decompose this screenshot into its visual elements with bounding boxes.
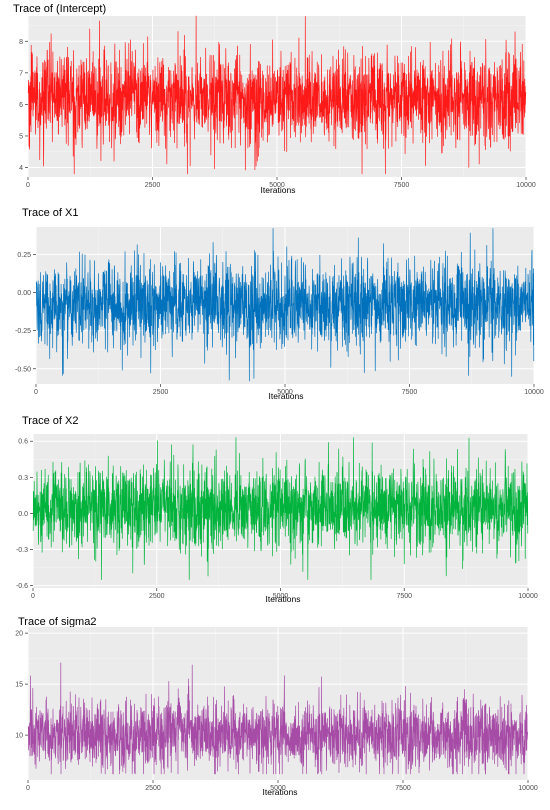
trace-panel-x1: Trace of X1 -0.50 -0.25 0.00 0.25 0 2500 5000 7… [0,202,550,410]
x-tick-label: 0 [26,785,30,792]
trace-series-line [35,228,535,382]
y-tick-label: -0.3 [16,547,28,554]
x-tick-label: 7500 [395,785,411,792]
x-tick-label: 0 [26,182,30,189]
x-tick-label: 2500 [145,182,161,189]
chart-title: Trace of sigma2 [18,616,97,628]
x-tick-label: 2500 [145,785,161,792]
x-axis-title: Iterations [261,185,296,195]
trace-plot-x1: -0.50 -0.25 0.00 0.25 0 2500 5000 7500 10000 Iter… [15,227,544,401]
trace-panel-x2: Trace of X2 -0.6 -0.3 0.0 0.3 0.6 0 2500 5000 75… [0,410,550,612]
y-tick-label: 0.6 [18,439,28,446]
x-tick-label: 0 [31,593,35,600]
chart-title: Trace of (Intercept) [13,3,107,15]
y-tick-label: 15 [15,682,23,689]
trace-plot-x2: -0.6 -0.3 0.0 0.3 0.6 0 2500 5000 7500 10000 Itera… [16,434,538,604]
trace-series-line [27,662,529,775]
x-tick-label: 5000 [269,182,285,189]
trace-series-line [27,15,527,175]
x-tick-label: 7500 [402,389,418,396]
y-tick-label: -0.50 [15,366,31,373]
x-tick-label: 7500 [396,593,412,600]
chart-title: Trace of X2 [22,415,79,427]
x-tick-label: 5000 [277,389,293,396]
x-tick-label: 2500 [149,593,165,600]
y-tick-label: -0.6 [16,583,28,590]
y-tick-label: 20 [15,631,23,638]
x-tick-label: 0 [34,389,38,396]
y-tick-label: 7 [19,70,23,77]
x-tick-label: 2500 [153,389,169,396]
y-tick-label: 8 [19,39,23,46]
y-tick-label: 0.0 [18,511,28,518]
x-axis-title: Iterations [269,391,304,401]
trace-panel-intercept: Trace of (Intercept) 4 5 6 7 8 0 2500 5000 7500 1… [0,0,550,202]
x-tick-label: 10000 [518,785,538,792]
x-axis-title: Iterations [263,787,298,797]
x-tick-label: 10000 [524,389,544,396]
y-tick-label: 0.00 [17,290,31,297]
y-tick-label: 0.3 [18,475,28,482]
y-tick-label: -0.25 [15,328,31,335]
y-tick-label: 10 [15,733,23,740]
trace-plot-intercept: 4 5 6 7 8 0 2500 5000 7500 10000 Iterations [19,15,536,195]
trace-series-line [32,437,529,580]
x-tick-label: 5000 [273,593,289,600]
y-tick-label: 6 [19,102,23,109]
chart-title: Trace of X1 [22,207,79,219]
x-tick-label: 7500 [394,182,410,189]
x-tick-label: 5000 [270,785,286,792]
trace-panel-sigma2: Trace of sigma2 10 15 20 0 2500 5000 7500 10000… [0,612,550,810]
x-axis-title: Iterations [266,594,301,604]
y-tick-label: 4 [19,165,23,172]
y-tick-label: 5 [19,133,23,140]
x-tick-label: 10000 [516,182,536,189]
x-tick-label: 10000 [518,593,538,600]
y-tick-label: 0.25 [17,252,31,259]
trace-plot-sigma2: 10 15 20 0 2500 5000 7500 10000 Iterations [15,627,538,797]
